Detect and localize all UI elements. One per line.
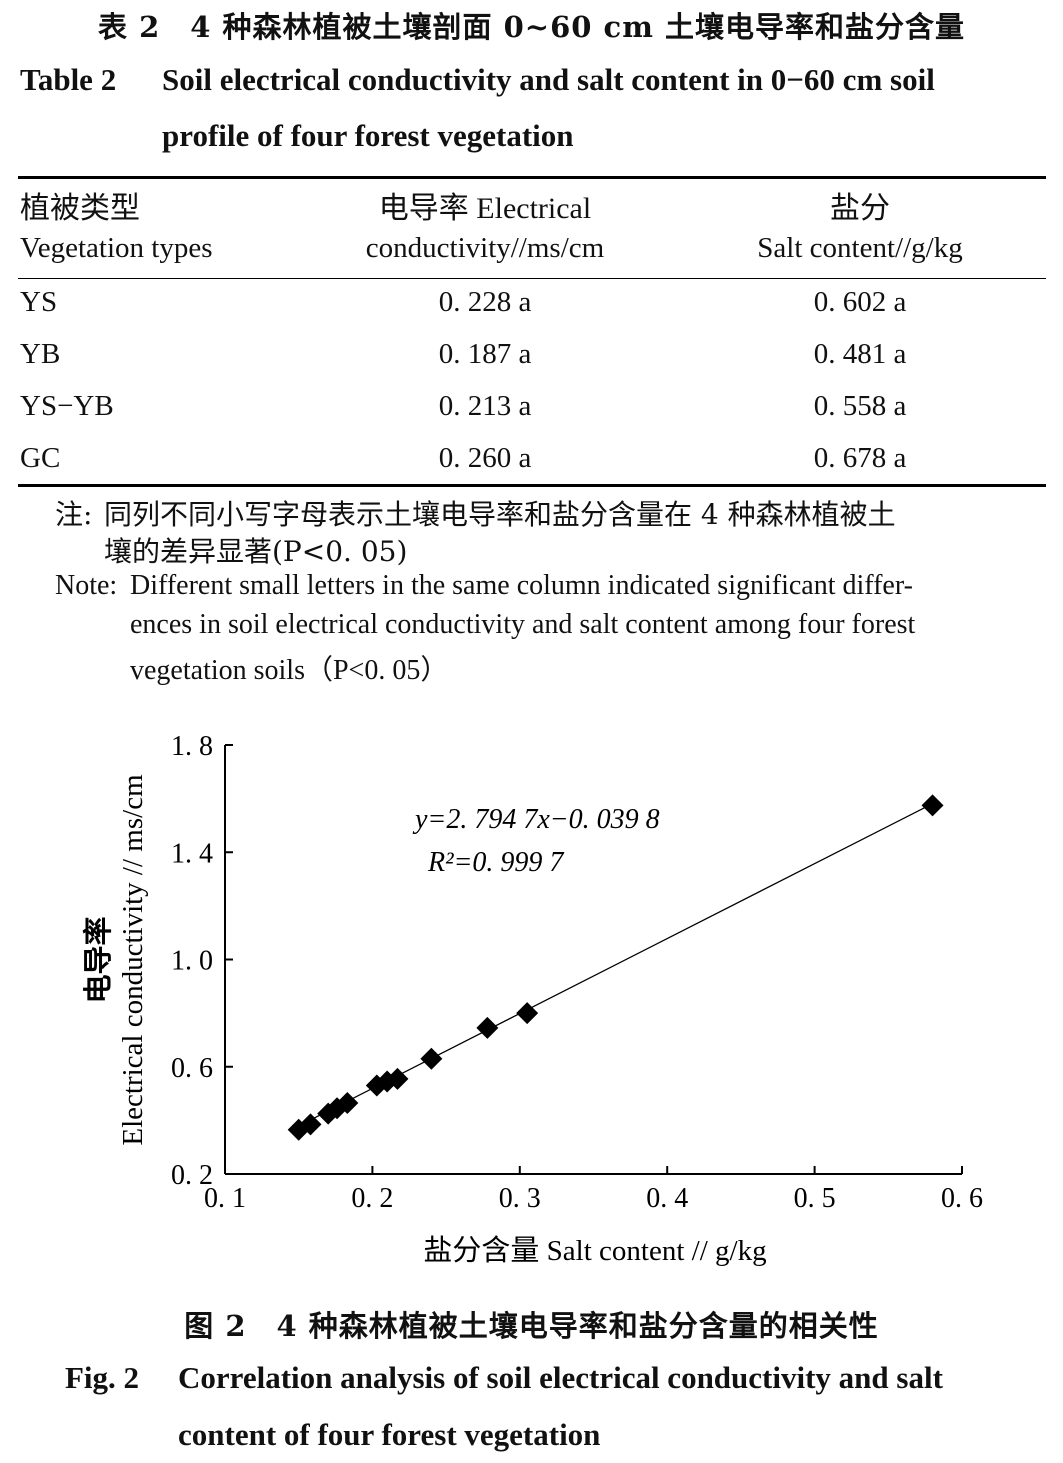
data-point: [376, 1070, 399, 1093]
x-tick-label: 0. 1: [204, 1183, 246, 1214]
regression-equation: y=2. 794 7x−0. 039 8: [412, 804, 660, 835]
header-ec-en: conductivity//ms/cm: [365, 232, 605, 264]
header-vegetation-en: Vegetation types: [20, 232, 213, 264]
r-squared: R²=0. 999 7: [427, 847, 564, 878]
data-point: [921, 794, 944, 817]
row-type: YS: [20, 286, 58, 318]
figure-caption-en-line1: Correlation analysis of soil electrical …: [178, 1360, 943, 1395]
note-en-line1: Different small letters in the same colu…: [130, 570, 913, 601]
table-caption-cn: 表 2 4 种森林植被土壤剖面 0~60 cm 土壤电导率和盐分含量: [97, 10, 965, 44]
table-caption-en-line1: Soil electrical conductivity and salt co…: [162, 62, 935, 97]
row-type: GC: [20, 442, 61, 474]
table-mid-rule: [18, 278, 1046, 279]
header-vegetation-cn: 植被类型: [20, 192, 140, 225]
x-tick-label: 0. 3: [499, 1183, 541, 1214]
x-tick-label: 0. 5: [794, 1183, 836, 1214]
note-en-label: Note:: [55, 570, 118, 601]
data-point: [299, 1113, 322, 1136]
y-tick-label: 1. 4: [171, 838, 213, 869]
figure-caption-label: Fig. 2: [65, 1360, 140, 1395]
x-tick-label: 0. 4: [646, 1183, 688, 1214]
row-ec: 0. 260 a: [438, 442, 532, 474]
row-salt: 0. 602 a: [813, 286, 907, 318]
x-tick-label: 0. 2: [351, 1183, 393, 1214]
row-ec: 0. 213 a: [438, 390, 532, 422]
table-caption-en: Table 2: [20, 62, 116, 98]
row-type: YS−YB: [20, 390, 114, 422]
y-tick-label: 1. 0: [171, 946, 213, 977]
row-salt: 0. 678 a: [813, 442, 907, 474]
header-ec-cn: 电导率 Electrical: [378, 192, 592, 225]
data-point: [386, 1067, 409, 1090]
note-cn-label: 注:: [55, 498, 93, 531]
row-salt: 0. 558 a: [813, 390, 907, 422]
row-ec: 0. 187 a: [438, 338, 532, 370]
y-axis-label-en: Electrical conductivity // ms/cm: [117, 774, 149, 1146]
x-axis-label: 盐分含量 Salt content // g/kg: [423, 1234, 766, 1267]
table-caption-label: Table 2: [20, 62, 117, 97]
y-tick-label: 0. 6: [171, 1053, 213, 1084]
row-salt: 0. 481 a: [813, 338, 907, 370]
note-en-line2: ences in soil electrical conductivity an…: [130, 609, 916, 640]
table-caption-en-line2: profile of four forest vegetation: [162, 118, 574, 153]
scatter-chart: 0. 1 0. 2 0. 3 0. 4 0. 5 0. 6 0. 20. 61. 01. …: [81, 731, 983, 1267]
x-tick-label: 0. 6: [941, 1183, 983, 1214]
figure-caption-cn: 图 2 4 种森林植被土壤电导率和盐分含量的相关性: [184, 1309, 879, 1343]
row-ec: 0. 228 a: [438, 286, 532, 318]
table-bottom-rule: [18, 484, 1046, 487]
data-points: [287, 794, 944, 1141]
note-en-line3: vegetation soils（P<0. 05）: [130, 655, 449, 686]
data-point: [420, 1047, 443, 1070]
y-tick-label: 0. 2: [171, 1160, 213, 1191]
y-ticks: 0. 2 0. 6 1. 0 1. 4 1. 8: [171, 731, 233, 1191]
note-cn-line1: 同列不同小写字母表示土壤电导率和盐分含量在 4 种森林植被土: [104, 498, 896, 531]
table-top-rule: [18, 176, 1046, 179]
y-axis-label-cn-rot: 电导率: [81, 916, 115, 1003]
note-cn-line2: 壤的差异显著(P<0. 05): [104, 535, 408, 568]
y-tick-label: 1. 8: [171, 731, 213, 762]
data-point: [516, 1002, 539, 1025]
header-salt-cn: 盐分: [830, 192, 890, 225]
figure-caption-en-line2: content of four forest vegetation: [178, 1417, 601, 1452]
data-point: [326, 1097, 349, 1120]
data-point: [476, 1016, 499, 1039]
x-ticks: 0. 1 0. 2 0. 3 0. 4 0. 5 0. 6: [204, 1166, 983, 1214]
header-salt-en: Salt content//g/kg: [757, 232, 963, 264]
row-type: YB: [20, 338, 61, 370]
data-point: [336, 1091, 359, 1114]
